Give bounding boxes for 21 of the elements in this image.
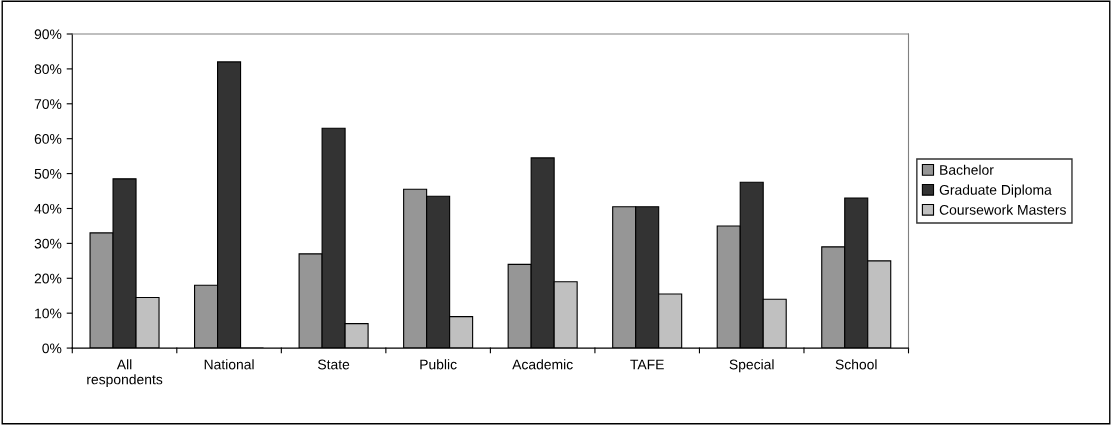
x-tick-label: State [318, 359, 350, 370]
x-tick-label: Academic [512, 359, 573, 370]
legend-label: Coursework Masters [939, 204, 1066, 215]
y-tick-label: 70% [34, 99, 62, 109]
y-tick-label: 20% [34, 273, 62, 284]
y-tick-label: 90% [34, 29, 62, 40]
legend-label: Bachelor [940, 164, 994, 175]
y-tick-label: 10% [35, 308, 62, 319]
x-tick-label: All respondents [87, 359, 163, 388]
x-tick-label: Public [420, 359, 457, 370]
y-tick-label: 30% [34, 238, 62, 249]
legend-label: Graduate Diploma [939, 184, 1052, 198]
y-tick-label: 40% [34, 203, 62, 214]
x-tick-label: School [835, 359, 877, 370]
x-tick-label: National [204, 359, 254, 370]
y-tick-label: 50% [34, 168, 62, 179]
x-tick-label: TAFE [630, 359, 664, 370]
y-tick-label: 60% [34, 134, 62, 144]
y-tick-label: 0% [42, 343, 62, 354]
x-tick-label: Special [729, 359, 774, 373]
y-tick-label: 80% [34, 64, 62, 75]
